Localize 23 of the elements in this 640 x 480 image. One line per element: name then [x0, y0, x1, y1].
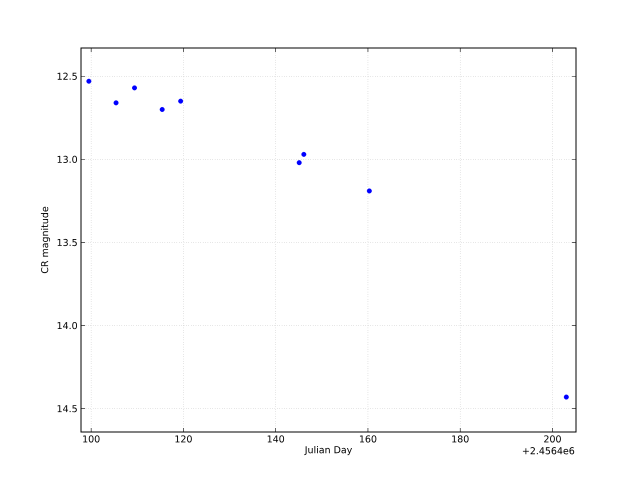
point	[366, 188, 372, 194]
point	[296, 160, 302, 166]
x-tick-label: 180	[452, 435, 469, 443]
text: +2.4564e6	[522, 447, 574, 454]
point	[114, 100, 119, 106]
x-tick-label: 200	[544, 435, 561, 443]
x-axis-title: Julian Day	[304, 446, 352, 456]
y-axis-title: CR magnitude	[40, 206, 50, 274]
point	[301, 152, 306, 157]
point	[564, 394, 569, 400]
point	[132, 85, 138, 90]
y-tick-label: 14.0	[58, 322, 78, 330]
x-tick-label: 100	[83, 435, 100, 443]
y-tick-label: 12.5	[58, 72, 77, 80]
point	[178, 98, 184, 104]
y-tick-label: 14.5	[58, 405, 77, 412]
x-tick-label: 140	[268, 435, 284, 443]
y-tick-label: 13.0	[58, 156, 78, 163]
x-tick-label: 160	[360, 435, 376, 443]
point	[160, 107, 165, 112]
point	[86, 78, 92, 84]
x-tick-label: 120	[175, 435, 192, 443]
y-tick-label: 13.5	[58, 238, 77, 246]
